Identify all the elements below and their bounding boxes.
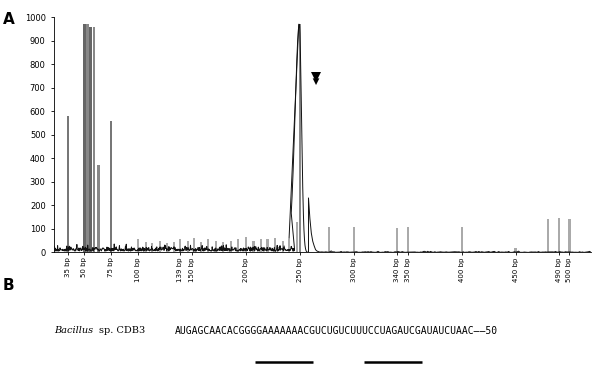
- Bar: [547, 220, 549, 252]
- Bar: [245, 237, 247, 252]
- Text: AUGAGCAACACGGGGAAAAAAACGUCUGUCUUUCCUAGAUCGAUAUCUAAC——50: AUGAGCAACACGGGGAAAAAAACGUCUGUCUUUCCUAGAU…: [175, 326, 498, 336]
- Bar: [407, 227, 409, 252]
- Bar: [145, 242, 147, 252]
- Bar: [137, 240, 139, 252]
- Bar: [568, 220, 571, 252]
- Text: B: B: [3, 278, 14, 293]
- Bar: [238, 240, 239, 252]
- Bar: [557, 218, 560, 252]
- Bar: [253, 241, 254, 252]
- Bar: [461, 227, 463, 252]
- Bar: [89, 26, 92, 252]
- Bar: [207, 240, 209, 252]
- Bar: [86, 24, 89, 252]
- Bar: [230, 241, 232, 252]
- Bar: [173, 242, 175, 252]
- Bar: [200, 242, 202, 252]
- Bar: [151, 243, 153, 252]
- Bar: [514, 248, 517, 252]
- Bar: [158, 241, 161, 252]
- Bar: [110, 121, 112, 252]
- Text: A: A: [3, 12, 15, 26]
- Bar: [266, 240, 269, 252]
- Bar: [179, 240, 181, 252]
- Bar: [328, 227, 330, 252]
- Bar: [281, 241, 284, 252]
- Bar: [67, 116, 70, 252]
- Text: Bacillus: Bacillus: [54, 326, 93, 335]
- Bar: [396, 228, 398, 252]
- Bar: [215, 241, 217, 252]
- Bar: [97, 166, 100, 252]
- Bar: [299, 24, 301, 252]
- Bar: [260, 240, 262, 252]
- Bar: [92, 26, 95, 252]
- Bar: [193, 238, 195, 252]
- Bar: [353, 227, 355, 252]
- Bar: [187, 241, 189, 252]
- Text: sp. CDB3: sp. CDB3: [98, 326, 145, 335]
- Bar: [83, 24, 86, 252]
- Bar: [166, 243, 169, 252]
- Bar: [222, 242, 224, 252]
- Bar: [296, 222, 298, 252]
- Bar: [274, 238, 276, 252]
- Bar: [288, 240, 290, 252]
